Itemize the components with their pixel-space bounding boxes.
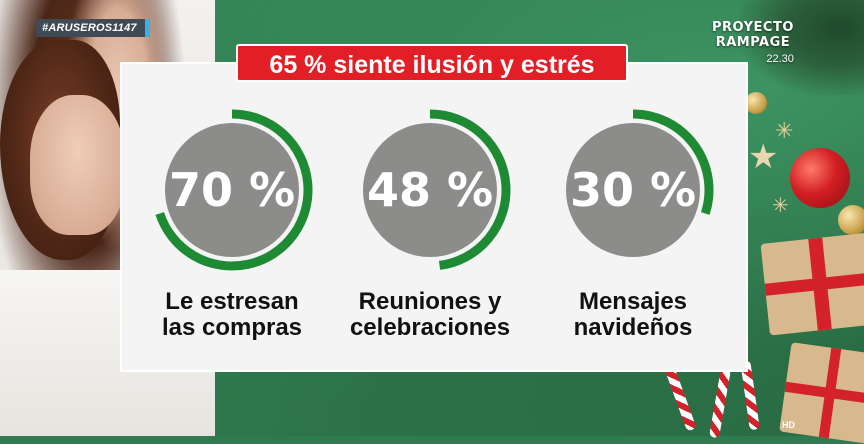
donut-chart: 48 % bbox=[363, 109, 511, 270]
label-line-1: Le estresan bbox=[165, 288, 299, 315]
donut-circle bbox=[566, 123, 700, 257]
ornament-icon bbox=[790, 148, 850, 208]
donut-arc bbox=[632, 109, 714, 215]
label-line-1: Reuniones y bbox=[358, 288, 502, 315]
donut-circle bbox=[363, 123, 497, 257]
label-line-1: Mensajes bbox=[578, 288, 688, 315]
donut-chart: 30 % bbox=[566, 109, 714, 257]
hd-badge: HD bbox=[782, 420, 795, 430]
percent-value: 30 % bbox=[570, 163, 696, 217]
donut-arc bbox=[429, 109, 511, 270]
face-shape bbox=[30, 95, 125, 235]
ornament-icon bbox=[745, 92, 767, 114]
label-line-2: navideños bbox=[573, 314, 693, 341]
logo-line-1: PROYECTO bbox=[712, 20, 794, 35]
ornament-icon bbox=[838, 205, 864, 235]
pine-branch-icon bbox=[740, 0, 864, 95]
percent-value: 48 % bbox=[367, 163, 493, 217]
donut-arc bbox=[155, 109, 313, 271]
snowflake-icon: ✳ bbox=[772, 195, 789, 217]
stat-label: Reuniones y celebraciones bbox=[330, 289, 530, 341]
percent-value: 70 % bbox=[169, 163, 295, 217]
stat-label: Le estresan las compras bbox=[132, 289, 332, 341]
stat-label: Mensajes navideños bbox=[533, 289, 733, 341]
gift-icon bbox=[760, 232, 864, 336]
label-line-2: celebraciones bbox=[349, 314, 511, 341]
snowflake-icon: ✳ bbox=[775, 118, 794, 143]
stat-compras: 70 % Le estresan las compras bbox=[132, 105, 332, 341]
donut-circle bbox=[165, 123, 299, 257]
label-line-2: las compras bbox=[161, 314, 303, 341]
logo-line-2: RAMPAGE bbox=[715, 35, 791, 50]
headline-banner: 65 % siente ilusión y estrés bbox=[236, 44, 628, 82]
channel-logo: PROYECTO RAMPAGE 22.30 bbox=[712, 20, 794, 66]
star-icon: ★ bbox=[748, 138, 779, 176]
stat-mensajes: 30 % Mensajes navideños bbox=[533, 105, 733, 341]
hashtag-badge: #ARUSEROS1147 bbox=[36, 19, 150, 37]
donut-chart: 70 % bbox=[155, 109, 313, 271]
stat-reuniones: 48 % Reuniones y celebraciones bbox=[330, 105, 530, 341]
broadcast-time: 22.30 bbox=[766, 53, 794, 65]
